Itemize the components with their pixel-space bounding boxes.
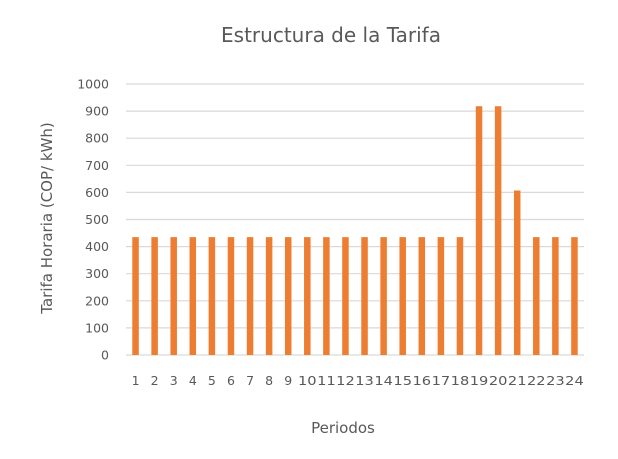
bar-period-7 xyxy=(246,237,254,355)
y-tick-label: 600 xyxy=(85,185,109,200)
x-tick-label: 9 xyxy=(284,373,292,388)
y-tick-label: 800 xyxy=(85,131,109,146)
x-tick-label: 4 xyxy=(189,373,197,388)
bar-period-17 xyxy=(437,237,445,355)
bar-period-18 xyxy=(456,237,464,355)
bar-period-5 xyxy=(208,237,216,355)
bar-period-10 xyxy=(304,237,311,355)
x-tick-label: 12 xyxy=(336,373,355,388)
y-tick-label: 200 xyxy=(85,293,109,308)
bar-period-14 xyxy=(380,237,387,355)
y-tick-label: 100 xyxy=(85,320,109,335)
bar-period-15 xyxy=(399,237,406,355)
x-tick-label: 13 xyxy=(355,373,374,388)
bar-period-3 xyxy=(170,237,177,355)
x-tick-label: 1 xyxy=(132,373,140,388)
bar-period-24 xyxy=(571,237,578,355)
y-tick-label: 400 xyxy=(85,239,109,254)
x-tick-label: 8 xyxy=(265,373,273,388)
bar-period-2 xyxy=(151,237,158,355)
x-tick-label: 14 xyxy=(374,373,393,388)
x-tick-label: 5 xyxy=(208,373,216,388)
x-tick-label: 20 xyxy=(489,373,508,388)
x-tick-label: 10 xyxy=(298,373,317,388)
bar-period-19 xyxy=(475,106,483,355)
x-tick-label: 7 xyxy=(246,373,254,388)
x-tick-label: 23 xyxy=(546,373,565,388)
bar-period-20 xyxy=(494,106,502,355)
bar-period-21 xyxy=(513,190,521,355)
x-tick-label: 19 xyxy=(470,373,489,388)
y-tick-label: 0 xyxy=(101,348,109,363)
x-tick-label: 17 xyxy=(432,373,451,388)
y-tick-label: 500 xyxy=(85,212,109,227)
bars xyxy=(132,106,578,355)
gridlines xyxy=(126,83,584,356)
y-axis-label: Tarifa Horaria (COP/ kWh) xyxy=(38,122,56,314)
x-tick-label: 3 xyxy=(170,373,178,388)
y-tick-label: 1000 xyxy=(77,77,109,92)
chart-title: Estructura de la Tarifa xyxy=(221,23,441,47)
x-axis-label: Periodos xyxy=(311,419,375,437)
x-tick-label: 15 xyxy=(393,373,412,388)
x-tick-label: 6 xyxy=(227,373,235,388)
x-tick-label: 18 xyxy=(451,373,470,388)
bar-period-9 xyxy=(284,237,292,355)
y-tick-label: 300 xyxy=(85,266,109,281)
bar-period-4 xyxy=(189,237,197,355)
x-tick-label: 11 xyxy=(317,373,336,388)
y-tick-labels: 0 100 200 300 400 500 600 700 800 900 1000 xyxy=(77,77,109,363)
bar-period-6 xyxy=(227,237,235,355)
bar-period-13 xyxy=(361,237,368,355)
x-tick-label: 24 xyxy=(565,373,584,388)
y-tick-label: 900 xyxy=(85,104,109,119)
x-tick-labels: 1 2 3 4 5 6 7 8 9 10 11 12 13 14 15 16 17 18 19 20 21 22 23 24 xyxy=(132,373,584,388)
x-tick-label: 2 xyxy=(151,373,159,388)
x-tick-label: 21 xyxy=(508,373,527,388)
x-tick-label: 16 xyxy=(413,373,432,388)
bar-period-12 xyxy=(342,237,349,355)
bar-period-1 xyxy=(132,237,139,355)
x-tick-label: 22 xyxy=(527,373,546,388)
bar-period-22 xyxy=(533,237,540,355)
y-tick-label: 700 xyxy=(85,158,109,173)
bar-period-16 xyxy=(418,237,426,355)
bar-period-23 xyxy=(552,237,559,355)
bar-period-11 xyxy=(323,237,330,355)
bar-period-8 xyxy=(265,237,273,355)
